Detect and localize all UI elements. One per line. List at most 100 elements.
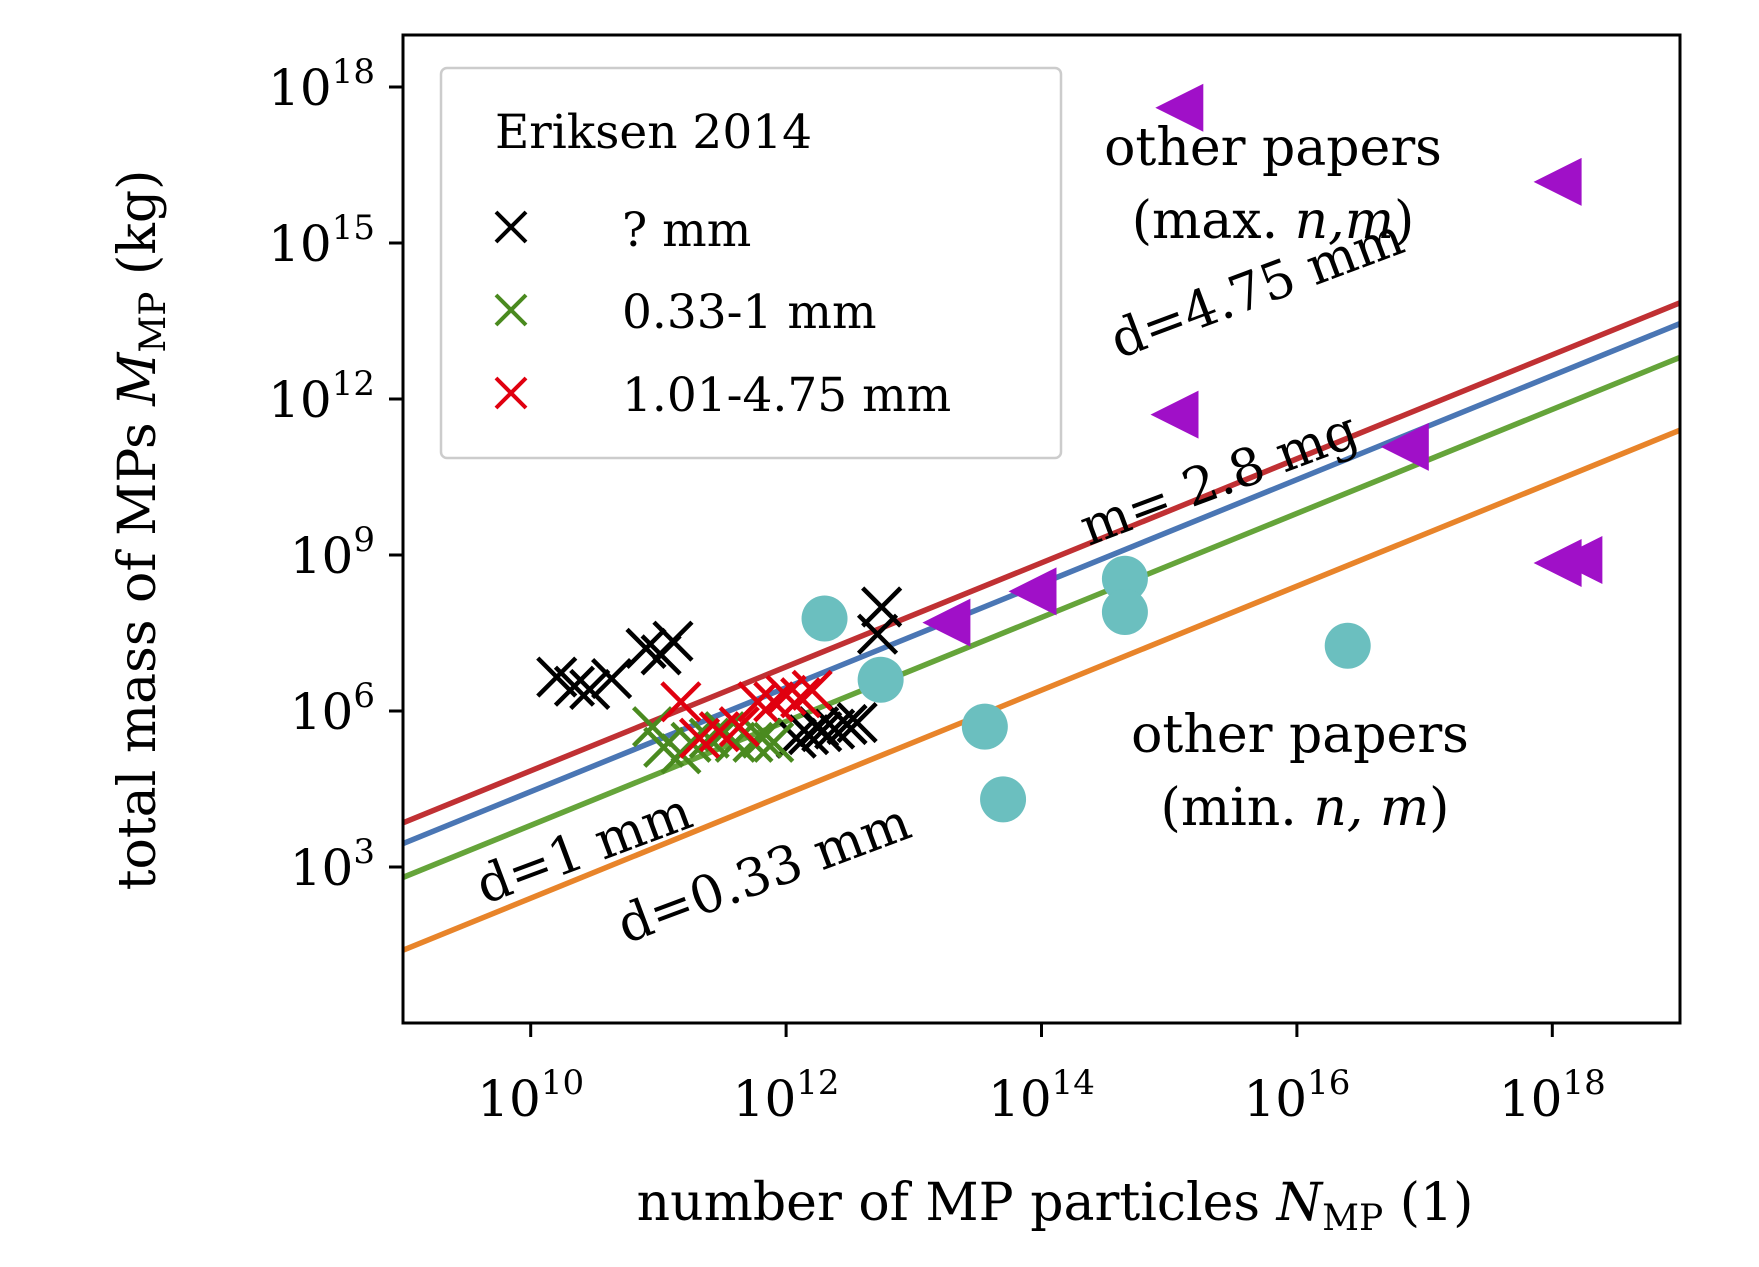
x-tick-label-base-2: 10 [988,1070,1052,1128]
marker-series0-2 [569,668,611,711]
x-tick-label-exp-0: 10 [541,1063,584,1103]
y-tick-label-exp-1: 6 [353,676,375,716]
y-tick-label-3: 1012 [268,364,375,429]
data-markers [536,83,1603,823]
marker-series2-4 [737,681,779,723]
annotation-max-post: ) [1394,191,1414,251]
marker-series3-5 [1101,589,1148,636]
legend-entry-unknown: ? mm [494,203,751,258]
x-tick-label-exp-3: 16 [1307,1063,1350,1103]
legend-label-unknown: ? mm [622,203,751,258]
legend-label-033-1mm: 0.33-1 mm [622,285,877,340]
y-tick-label-0: 103 [290,832,375,897]
y-tick-label-base-3: 10 [268,371,332,429]
legend-entry-033-1mm: 0.33-1 mm [494,285,877,340]
x-axis-label-sub: MP [1322,1198,1383,1239]
y-tick-label-exp-5: 18 [332,52,375,92]
marker-series3-1 [857,656,904,703]
marker-series1-9 [753,721,795,763]
y-tick-label-exp-2: 9 [353,520,375,560]
y-tick-label-exp-0: 3 [353,832,375,872]
marker-series4-7 [1554,536,1603,585]
marker-series4-3 [1155,83,1204,132]
y-tick-label-base-1: 10 [290,683,354,741]
x-axis-label-pre: number of MP particles [637,1173,1277,1233]
x-tick-label-exp-2: 14 [1052,1063,1095,1103]
marker-series2-0 [660,681,702,723]
fit-line-0 [403,300,1680,826]
marker-series2-8 [791,669,833,711]
x-axis-label-post: (1) [1383,1173,1473,1233]
legend-label-101-475mm: 1.01-4.75 mm [622,368,951,423]
y-axis-label-pre: total mass of MPs [108,406,168,891]
marker-series0-1 [553,665,596,707]
marker-series0-6 [652,620,694,662]
x-tick-label-1: 1012 [733,1063,840,1128]
marker-series4-0 [922,598,971,647]
marker-series0-10 [814,708,856,750]
annotation-min-post: ) [1429,778,1449,838]
marker-series3-0 [801,595,848,642]
y-tick-label-1: 106 [290,676,375,741]
marker-series2-3 [718,706,760,748]
marker-series1-8 [741,717,783,759]
annotation-max-line1: other papers [1104,118,1442,178]
y-tick-label-base-2: 10 [290,527,354,585]
marker-series4-6 [1533,539,1582,588]
x-axis-ticks: 1010 1012 1014 1016 1018 [477,1023,1606,1128]
fit-line-3 [403,427,1680,953]
x-tick-label-4: 1018 [1499,1063,1606,1128]
y-tick-label-5: 1018 [268,52,375,117]
marker-series0-4 [625,627,667,669]
annotation-max-it: n,m [1295,191,1394,251]
legend: Eriksen 2014 ? mm 0.33-1 mm 1.01-4.75 mm [439,66,1063,460]
marker-series3-2 [961,703,1008,750]
annotation-min-pre: (min. [1161,778,1314,838]
y-tick-label-exp-3: 12 [332,364,375,404]
marker-series0-14 [861,586,903,628]
marker-series2-6 [765,674,807,716]
y-tick-label-base-5: 10 [268,59,332,117]
x-tick-label-base-0: 10 [477,1070,541,1128]
marker-series4-1 [1008,567,1057,616]
x-tick-label-3: 1016 [1243,1063,1350,1128]
x-tick-label-base-4: 10 [1499,1070,1563,1128]
marker-series0-3 [591,658,633,700]
legend-marker-101-475mm [494,376,528,410]
y-axis-label-post: (kg) [108,170,168,292]
x-axis-label-symbol: N [1275,1173,1324,1233]
fit-line-2 [403,354,1680,880]
y-tick-label-4: 1015 [268,208,375,273]
y-tick-label-base-0: 10 [290,839,354,897]
marker-series1-4 [688,717,730,759]
annotation-min: other papers (min. n, m) [1131,705,1469,838]
legend-title: Eriksen 2014 [495,105,812,160]
x-tick-label-exp-4: 18 [1562,1063,1605,1103]
legend-entry-101-475mm: 1.01-4.75 mm [494,368,951,423]
annotation-min-line1: other papers [1131,705,1469,765]
x-tick-label-0: 1010 [477,1063,584,1128]
marker-series4-2 [1150,390,1199,439]
marker-series0-15 [798,706,840,748]
y-axis-label-symbol: M [108,351,168,407]
y-axis-label: total mass of MPs MMP (kg) [108,170,174,891]
marker-series4-5 [1533,157,1582,206]
y-axis-label-sub: MP [133,291,174,352]
x-tick-label-exp-1: 12 [796,1063,839,1103]
x-tick-label-2: 1014 [988,1063,1095,1128]
annotation-max: other papers (max. n,m) [1104,118,1442,251]
x-axis-label: number of MP particles NMP (1) [637,1173,1474,1239]
legend-box [439,66,1063,460]
marker-series2-7 [780,677,822,719]
marker-series4-4 [1380,422,1429,471]
marker-series3-4 [1101,555,1148,602]
x-tick-label-base-3: 10 [1243,1070,1307,1128]
y-tick-label-2: 109 [290,520,375,585]
y-tick-label-exp-4: 15 [332,208,375,248]
annotation-min-it: n, m [1313,778,1429,838]
y-tick-label-base-4: 10 [268,215,332,273]
annotation-min-line2: (min. n, m) [1161,778,1450,838]
marker-series3-6 [1324,622,1371,669]
